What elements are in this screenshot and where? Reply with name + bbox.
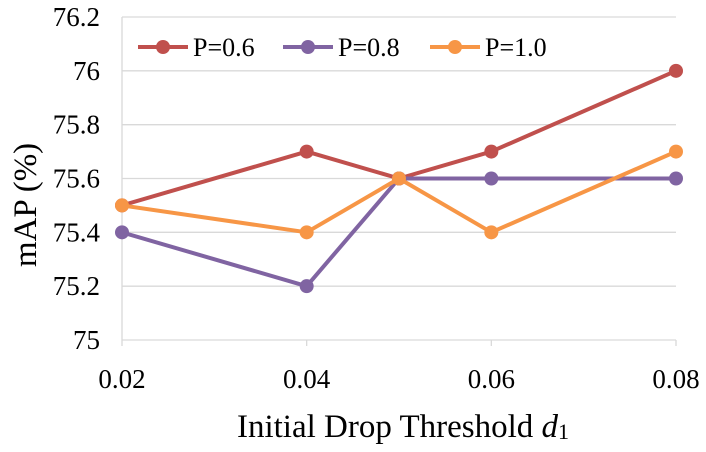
y-tick-label: 75.4 (53, 217, 101, 247)
y-tick-label: 75.6 (53, 164, 100, 194)
x-axis-title-variable: d (542, 409, 559, 445)
axes: 75 75.2 75.4 75.6 75.8 76 76.2 0.02 0.04 0.06 0.08 (53, 2, 700, 394)
x-axis-title-main: Initial Drop Threshold (237, 409, 542, 445)
data-point-p-1-0 (392, 171, 406, 186)
legend-label-p-0-6: P=0.6 (193, 33, 255, 62)
legend-marker-p-0-6 (156, 40, 170, 54)
legend-marker-p-0-8 (301, 40, 315, 54)
y-tick-label: 75.2 (53, 271, 100, 301)
x-tick-label: 0.04 (283, 364, 331, 394)
data-point-p-0-6 (299, 144, 314, 159)
data-point-p-0-8 (669, 171, 683, 186)
legend: P=0.6 P=0.8 P=1.0 (138, 33, 547, 62)
y-tick-label: 75.8 (53, 110, 100, 140)
y-tick-label: 75 (73, 325, 100, 355)
data-point-p-1-0 (299, 225, 314, 240)
legend-marker-p-1-0 (448, 40, 462, 54)
data-point-p-1-0 (484, 225, 499, 240)
data-point-p-0-8 (115, 225, 129, 240)
x-axis-title-subscript: 1 (558, 419, 569, 444)
data-point-p-0-6 (669, 63, 683, 78)
y-axis-title: mAP (%) (8, 143, 44, 267)
x-tick-label: 0.08 (652, 364, 699, 394)
series-line-p-1-0 (121, 149, 677, 235)
series-lines (115, 63, 683, 294)
y-tick-label: 76 (73, 56, 100, 86)
data-point-p-0-8 (484, 171, 499, 186)
x-axis-title: Initial Drop Threshold d1 (237, 409, 569, 445)
legend-label-p-1-0: P=1.0 (485, 33, 547, 62)
legend-label-p-0-8: P=0.8 (338, 33, 400, 62)
data-point-p-0-8 (299, 279, 314, 294)
data-point-p-1-0 (669, 144, 683, 159)
y-tick-label: 76.2 (53, 2, 100, 32)
x-tick-label: 0.02 (98, 364, 145, 394)
data-point-p-1-0 (115, 198, 129, 213)
x-tick-label: 0.06 (468, 364, 515, 394)
data-point-p-0-6 (484, 144, 499, 159)
